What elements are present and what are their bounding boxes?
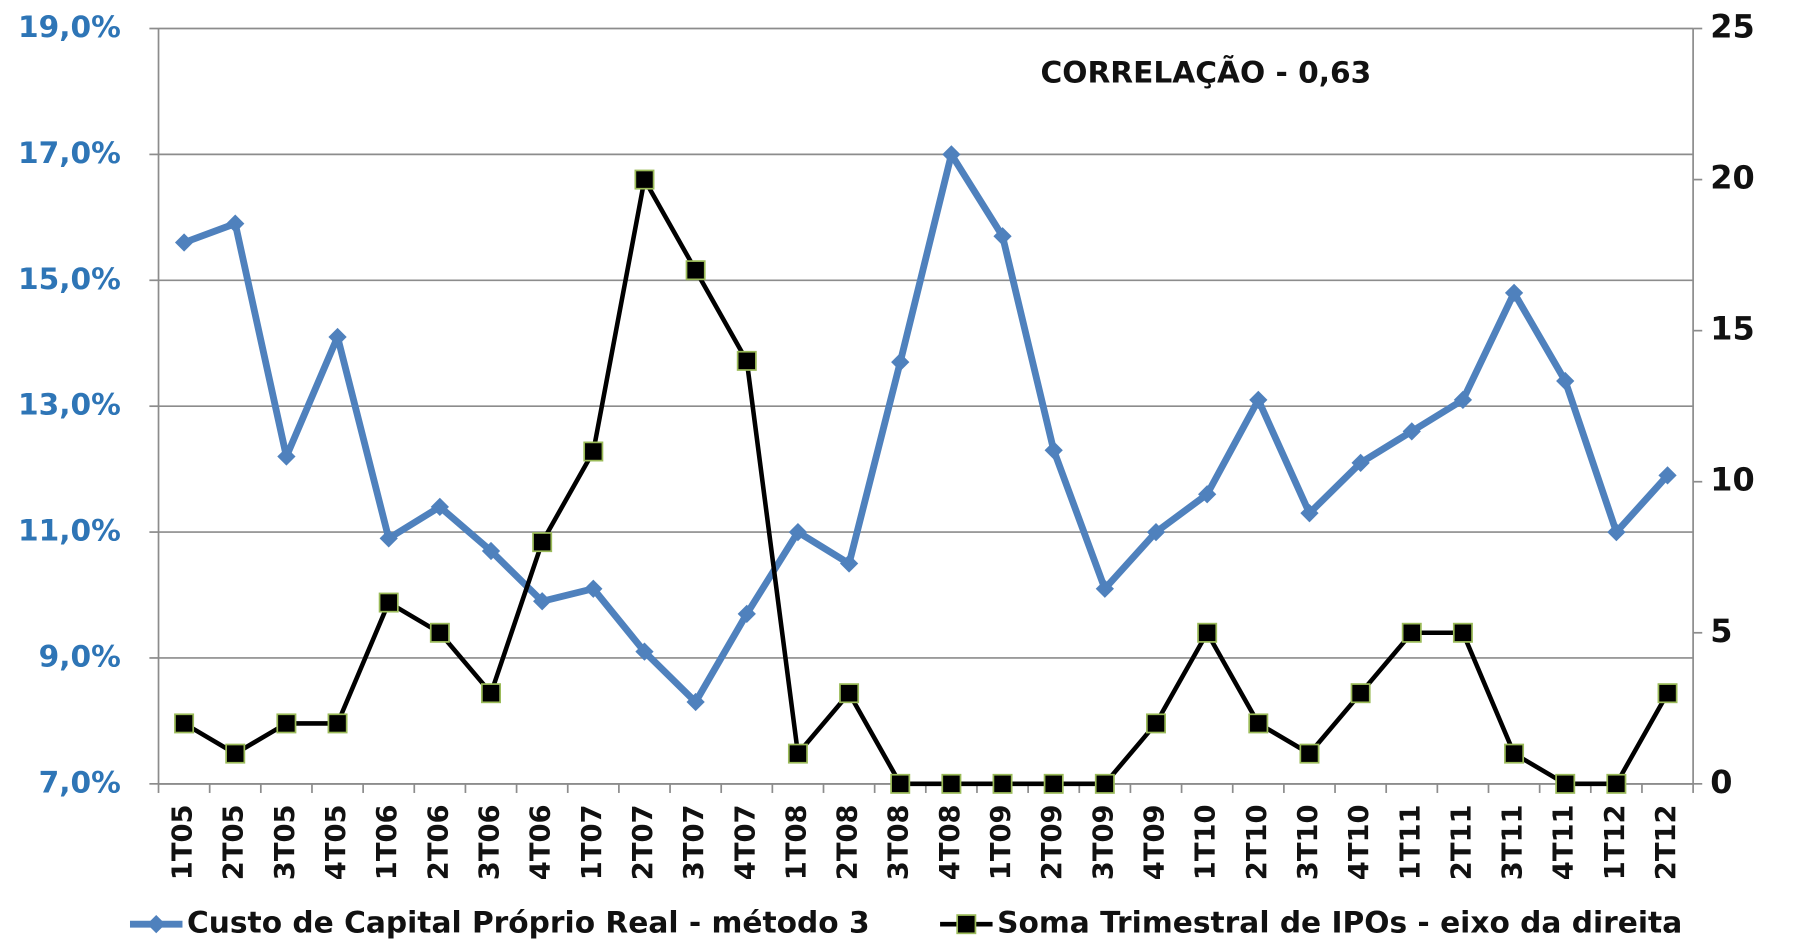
point — [1556, 371, 1575, 391]
point — [1146, 713, 1166, 734]
x-tick-label: 3T08 — [884, 804, 915, 880]
point — [1044, 441, 1063, 460]
point — [1300, 504, 1319, 523]
legend-marker — [956, 914, 977, 935]
y-tick-label: 17,0% — [18, 135, 121, 170]
x-tick-label: 2T05 — [219, 804, 250, 880]
x-tick-label: 4T11 — [1549, 804, 1580, 880]
point — [1351, 453, 1370, 472]
y-tick-label: 9,0% — [39, 638, 121, 673]
point — [1555, 773, 1576, 794]
x-tick-label: 4T06 — [526, 804, 557, 880]
point — [634, 169, 655, 190]
point — [1094, 773, 1115, 794]
x-tick-label: 4T08 — [935, 804, 966, 880]
point — [942, 145, 961, 164]
point — [635, 642, 654, 661]
x-tick-label: 1T06 — [372, 804, 403, 880]
x-tick-label: 4T10 — [1344, 804, 1375, 880]
y-tick-label: 19,0% — [18, 9, 121, 44]
x-tick-label: 2T11 — [1446, 804, 1477, 880]
point — [992, 773, 1013, 794]
y2-tick-label: 0 — [1710, 763, 1732, 801]
point — [174, 713, 195, 734]
x-tick-label: 1T07 — [577, 804, 608, 880]
x-tick-label: 3T10 — [1293, 804, 1324, 880]
point — [685, 260, 706, 281]
point — [1657, 683, 1678, 704]
legend-marker — [147, 915, 166, 934]
x-tick-label: 2T06 — [423, 804, 454, 880]
point — [686, 692, 705, 712]
legend-label: Soma Trimestral de IPOs - eixo da direit… — [997, 905, 1682, 940]
x-tick-label: 1T11 — [1395, 804, 1426, 880]
point — [1197, 622, 1218, 643]
y2-tick-label: 15 — [1710, 310, 1754, 348]
y-tick-label: 7,0% — [39, 764, 121, 799]
point — [583, 441, 604, 462]
point — [1452, 622, 1473, 643]
y-tick-label: 13,0% — [18, 387, 121, 422]
point — [481, 683, 501, 704]
point — [1606, 773, 1627, 794]
point — [941, 773, 962, 794]
x-tick-label: 2T07 — [628, 804, 659, 880]
point — [1043, 773, 1064, 794]
y2-tick-label: 5 — [1710, 612, 1732, 650]
x-tick-label: 1T12 — [1600, 804, 1631, 880]
x-tick-label: 1T08 — [781, 804, 812, 880]
point — [532, 532, 553, 553]
y2-tick-label: 20 — [1710, 159, 1754, 197]
x-tick-label: 4T05 — [321, 804, 352, 880]
point — [327, 713, 348, 734]
x-tick-label: 2T10 — [1242, 804, 1273, 880]
x-tick-label: 4T09 — [1140, 804, 1171, 880]
series-line — [182, 150, 1671, 706]
x-tick-label: 1T05 — [168, 804, 199, 880]
point — [890, 773, 911, 794]
y2-tick-label: 25 — [1710, 8, 1754, 46]
point — [1095, 579, 1114, 598]
x-tick-label: 3T05 — [270, 804, 301, 880]
point — [736, 350, 757, 371]
point — [787, 743, 808, 764]
annotation: CORRELAÇÃO - 0,63 — [1041, 54, 1372, 90]
point — [1504, 743, 1525, 764]
point — [1299, 743, 1320, 764]
point — [1504, 283, 1524, 303]
y-tick-label: 11,0% — [18, 513, 121, 548]
point — [1402, 422, 1421, 441]
x-tick-label: 1T10 — [1191, 804, 1222, 880]
point — [378, 592, 399, 613]
y-tick-label: 15,0% — [18, 261, 121, 296]
x-tick-label: 4T07 — [730, 804, 761, 880]
x-tick-label: 2T12 — [1651, 804, 1682, 880]
point — [225, 743, 246, 764]
point — [1248, 713, 1269, 734]
point — [584, 579, 603, 598]
point — [1350, 683, 1371, 704]
point — [1658, 466, 1677, 485]
x-tick-label: 1T09 — [986, 804, 1017, 880]
point — [1198, 485, 1217, 504]
point — [226, 214, 245, 233]
x-tick-label: 3T06 — [475, 804, 506, 880]
legend-label: Custo de Capital Próprio Real - método 3 — [187, 905, 870, 940]
point — [429, 622, 450, 643]
point — [891, 352, 910, 372]
point — [839, 683, 860, 704]
point — [737, 604, 756, 624]
x-tick-label: 3T11 — [1498, 804, 1529, 880]
x-tick-label: 3T09 — [1088, 804, 1119, 880]
point — [174, 233, 194, 252]
x-tick-label: 2T08 — [833, 804, 864, 880]
x-tick-label: 3T07 — [679, 804, 710, 880]
point — [276, 713, 297, 734]
x-tick-label: 2T09 — [1037, 804, 1068, 880]
point — [1401, 622, 1422, 643]
y2-tick-label: 10 — [1710, 461, 1754, 499]
